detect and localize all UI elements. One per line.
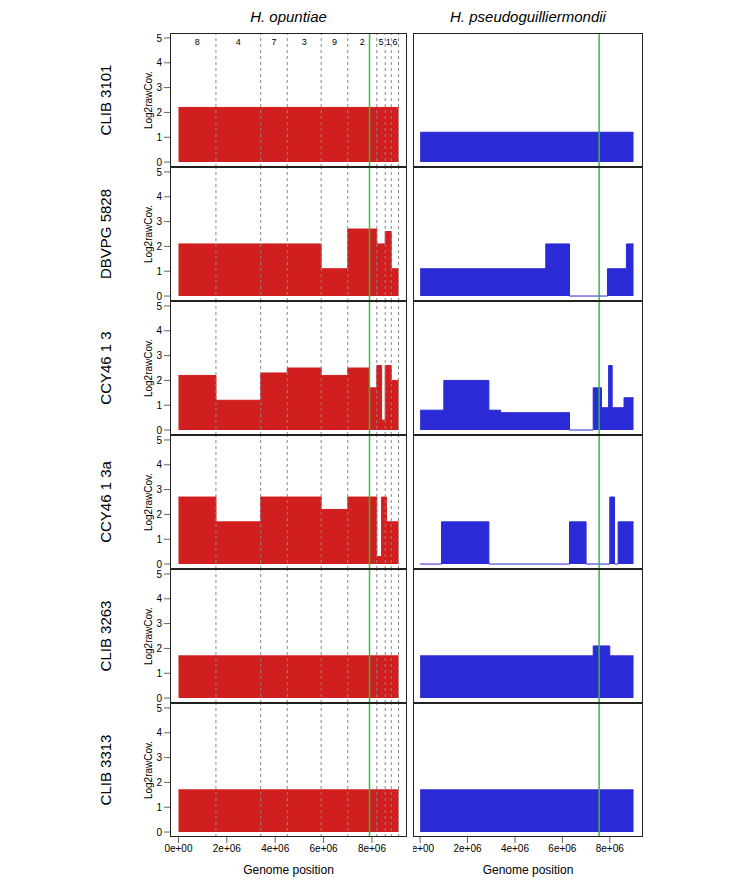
svg-text:4: 4 (156, 459, 162, 470)
html-text:CCY46 1 3a: CCY46 1 3a (96, 461, 114, 543)
svg-text:1: 1 (386, 37, 391, 47)
html-text:Log2rawCov.: Log2rawCov. (142, 204, 154, 264)
svg-text:4: 4 (156, 57, 162, 68)
html-text:Log2rawCov.: Log2rawCov. (142, 606, 154, 666)
svg-text:2: 2 (156, 107, 162, 118)
svg-text:4: 4 (236, 37, 241, 47)
svg-text:1: 1 (156, 668, 162, 679)
svg-text:0e+00: 0e+00 (164, 843, 193, 854)
svg-text:0: 0 (156, 827, 162, 838)
html-text:Genome position: Genome position (243, 863, 334, 877)
svg-text:5: 5 (156, 569, 162, 580)
svg-text:3: 3 (156, 82, 162, 93)
svg-text:2: 2 (156, 643, 162, 654)
svg-text:4: 4 (156, 593, 162, 604)
svg-text:0: 0 (156, 425, 162, 435)
svg-text:0: 0 (156, 291, 162, 301)
html-text:CCY46 1 3: CCY46 1 3 (96, 331, 114, 405)
html-text:CLIB 3313: CLIB 3313 (96, 734, 114, 806)
svg-text:1: 1 (156, 802, 162, 813)
svg-text:1: 1 (156, 266, 162, 277)
svg-text:2: 2 (156, 509, 162, 520)
svg-text:0: 0 (156, 559, 162, 569)
svg-text:4: 4 (156, 325, 162, 336)
svg-text:8e+06: 8e+06 (596, 843, 625, 854)
svg-text:2: 2 (156, 375, 162, 386)
html-text:Log2rawCov.: Log2rawCov. (142, 338, 154, 398)
svg-text:5: 5 (378, 37, 383, 47)
svg-text:3: 3 (156, 216, 162, 227)
svg-text:5: 5 (156, 703, 162, 714)
html-text:DBVPG 5828: DBVPG 5828 (96, 189, 114, 279)
svg-text:3: 3 (156, 484, 162, 495)
svg-text:5: 5 (156, 435, 162, 446)
svg-text:2: 2 (156, 777, 162, 788)
svg-text:2: 2 (360, 37, 365, 47)
svg-text:2e+06: 2e+06 (453, 843, 482, 854)
html-text:Genome position: Genome position (482, 863, 574, 877)
svg-text:8: 8 (195, 37, 200, 47)
svg-text:3: 3 (156, 350, 162, 361)
svg-text:5: 5 (156, 167, 162, 178)
svg-text:4e+06: 4e+06 (261, 843, 290, 854)
svg-text:1: 1 (156, 400, 162, 411)
svg-text:3: 3 (156, 618, 162, 629)
html-text:Log2rawCov.: Log2rawCov. (142, 472, 154, 532)
svg-text:3: 3 (156, 752, 162, 763)
svg-text:9: 9 (332, 37, 337, 47)
svg-text:2e+06: 2e+06 (213, 843, 242, 854)
svg-text:0: 0 (156, 157, 162, 167)
svg-text:0e+00: 0e+00 (413, 843, 435, 854)
svg-text:3: 3 (302, 37, 307, 47)
html-text:CLIB 3101: CLIB 3101 (96, 64, 114, 136)
html-text:H. opuntiae: H. opuntiae (250, 8, 327, 25)
svg-text:6: 6 (392, 37, 397, 47)
svg-text:7: 7 (271, 37, 276, 47)
svg-text:4: 4 (156, 191, 162, 202)
svg-text:6e+06: 6e+06 (548, 843, 577, 854)
svg-text:5: 5 (156, 301, 162, 312)
svg-text:4: 4 (156, 727, 162, 738)
svg-text:6e+06: 6e+06 (310, 843, 339, 854)
svg-text:2: 2 (156, 241, 162, 252)
html-text:Log2rawCov.: Log2rawCov. (142, 70, 154, 130)
svg-text:4e+06: 4e+06 (501, 843, 530, 854)
html-text:H. pseudoguilliermondii: H. pseudoguilliermondii (450, 8, 606, 25)
svg-text:1: 1 (156, 534, 162, 545)
svg-text:0: 0 (156, 693, 162, 703)
html-text:Log2rawCov.: Log2rawCov. (142, 740, 154, 800)
html-text:CLIB 3263: CLIB 3263 (96, 600, 114, 672)
svg-text:1: 1 (156, 132, 162, 143)
svg-text:8e+06: 8e+06 (358, 843, 387, 854)
svg-text:5: 5 (156, 33, 162, 44)
